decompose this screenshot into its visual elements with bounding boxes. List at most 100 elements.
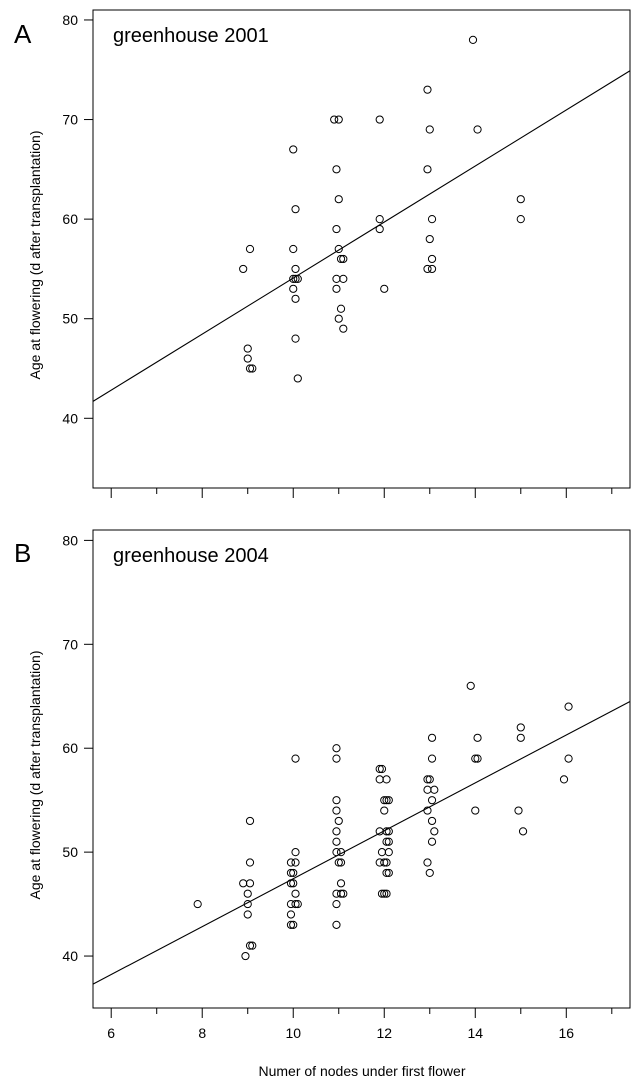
panel-b-y-tick-label: 40 (62, 948, 78, 964)
panel-a-data-point (375, 215, 384, 224)
panel-b-data-point (473, 754, 482, 763)
panel-b-data-point (380, 858, 389, 867)
panel-b-x-tick-label: 6 (107, 1025, 115, 1041)
panel-a-data-point (289, 274, 298, 283)
panel-b-data-point (193, 899, 202, 909)
panel-b-data-point (564, 754, 573, 763)
panel-b-data-point (286, 920, 296, 929)
panel-a-data-point (468, 35, 478, 44)
panel-b-data-point (514, 806, 523, 815)
panel-b-data-point (332, 744, 341, 753)
panel-b-data-point (382, 837, 391, 846)
panel-a-data-point (332, 284, 341, 293)
panel-b-data-point (384, 827, 393, 836)
panel-a-data-point (334, 115, 343, 124)
panel-b-data-point (241, 951, 250, 961)
panel-a-data-point (423, 165, 432, 174)
panel-a-y-tick-label: 60 (62, 211, 78, 227)
panel-a-data-point (473, 125, 482, 134)
panel-b-data-point (291, 889, 300, 898)
panel-a-data-point (239, 264, 248, 274)
panel-a-data-point (339, 274, 348, 283)
panel-b-x-tick-label: 16 (558, 1025, 574, 1041)
panel-b-data-point (427, 796, 437, 805)
panel-b-data-point (332, 796, 341, 805)
panel-a-data-point (423, 264, 432, 274)
panel-b-data-point (286, 858, 296, 867)
panel-b-data-point (423, 775, 432, 784)
panel-a-data-point (289, 284, 298, 293)
panel-a-data-point (293, 374, 302, 383)
panel-a-data-point (427, 254, 437, 264)
panel-a-y-ticks: 40 50 60 70 80 (62, 12, 93, 426)
panel-a-data-point (375, 115, 384, 124)
panel-a-data-point (336, 304, 346, 313)
panel-a-data-point (243, 344, 252, 353)
panel-b-data-point (239, 879, 248, 888)
panel-b-data-point (516, 723, 525, 732)
panel-b-data-point (243, 889, 252, 898)
panel-b-data-point (466, 681, 475, 690)
panel-a-data-point (516, 215, 525, 224)
panel-a-regression (92, 70, 631, 402)
panel-b-data-point (291, 858, 300, 867)
panel-b-data-point (332, 806, 341, 815)
panel-b-x-tick-label: 10 (285, 1025, 301, 1041)
panel-a-data-point (427, 264, 437, 274)
panel-b-data-point (427, 816, 437, 826)
panel-a-plot-frame (92, 9, 631, 489)
panel-b-data-point (427, 837, 437, 846)
panel-a-title: greenhouse 2001 (113, 25, 269, 47)
panel-a-data-point (336, 254, 346, 264)
panel-b-data-point (293, 899, 302, 909)
panel-b-y-tick-label: 60 (62, 740, 78, 756)
panel-b-data-point (289, 868, 298, 878)
panel-a-data-point (380, 284, 389, 293)
panel-a-y-tick-label: 50 (62, 311, 78, 327)
panel-b-data-point (516, 733, 525, 742)
panel-b-data-point (332, 754, 341, 763)
panel-a-data-point (332, 274, 341, 283)
panel-b-regression-line (92, 700, 631, 985)
panel-b-data-point (336, 889, 346, 898)
panel-b-data-point (427, 754, 437, 763)
panel-a-data-point (334, 244, 343, 254)
panel-b-data-point (559, 775, 569, 784)
panel-a-y-tick-label: 40 (62, 410, 78, 426)
panel-a-data-point (516, 195, 525, 204)
panel-b-data-point (382, 858, 391, 867)
panel-a-data-point (291, 334, 300, 343)
panel-b-data-point (375, 764, 384, 774)
panel-a-data-point (332, 165, 341, 174)
panel-b-data-point (430, 785, 439, 794)
panel-b-x-tick-label: 8 (198, 1025, 206, 1041)
panel-b-regression (92, 700, 631, 985)
panel-b-data-point (375, 775, 384, 784)
panel-a-data-point (291, 264, 300, 274)
panel-a-data-point (339, 324, 348, 333)
panel-b-x-tick-label: 12 (376, 1025, 392, 1041)
panel-a-data-point (243, 354, 252, 363)
panel-a-data-point (293, 274, 302, 283)
panel-b-data-point (423, 806, 432, 815)
panel-b-data-point (380, 806, 389, 815)
panel-b-data-point (377, 889, 387, 898)
panel-b-data-point (382, 868, 391, 878)
panel-a-regression-line (92, 70, 631, 402)
panel-b-data-point (471, 754, 480, 763)
panel-b-data-point (427, 733, 437, 742)
panel-b-data-point (384, 796, 393, 805)
panel-b-data-point (564, 702, 573, 711)
panel-b-x-ticks: 6 8 10 12 14 16 (107, 1008, 613, 1041)
panel-a-y-axis-label: Age at flowering (d after transplantatio… (27, 130, 43, 379)
panel-b-x-axis-label: Numer of nodes under first flower (259, 1063, 466, 1079)
panel-a-letter: A (14, 19, 32, 49)
panel-b-y-axis-label: Age at flowering (d after transplantatio… (27, 650, 43, 899)
panel-b-y-tick-label: 80 (62, 532, 78, 548)
panel-b: B greenhouse 2004 Age at flowering (d af… (14, 529, 631, 1079)
panel-b-plot-frame (92, 529, 631, 1009)
panel-b-data-point (332, 827, 341, 836)
panel-b-points (193, 681, 573, 961)
panel-b-data-point (291, 754, 300, 763)
